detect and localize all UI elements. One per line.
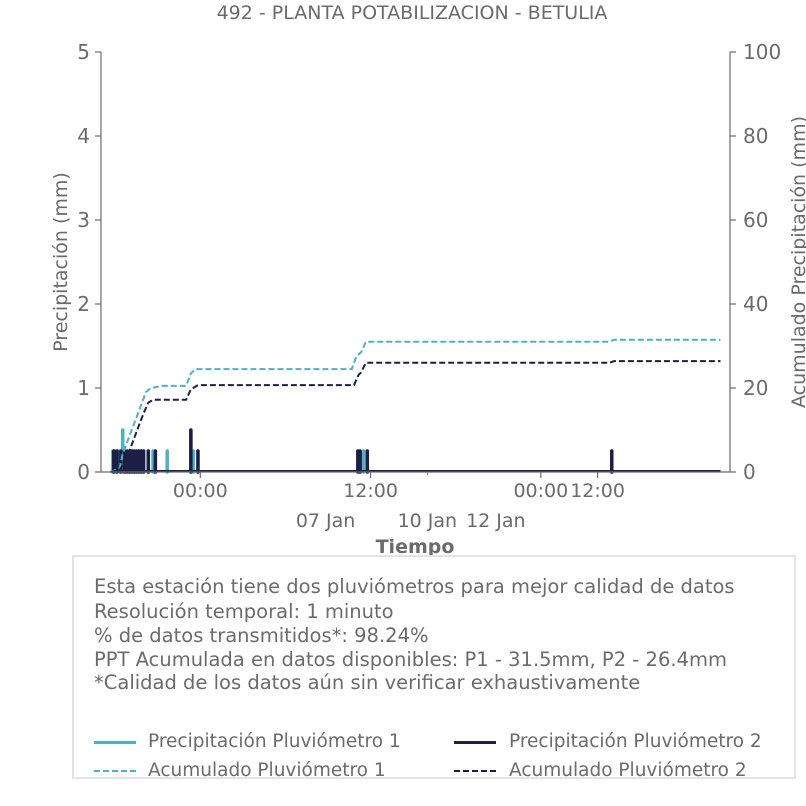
- y-right-tick-label: 100: [743, 40, 781, 64]
- info-line: % de datos transmitidos*: 98.24%: [94, 624, 429, 647]
- info-line: *Calidad de los datos aún sin verificar …: [94, 671, 641, 694]
- x-tick-label: 12:00: [343, 480, 398, 502]
- info-line: Resolución temporal: 1 minuto: [94, 600, 394, 623]
- legend-item-acum-p2: Acumulado Pluviómetro 2: [509, 760, 747, 781]
- info-line: Esta estación tiene dos pluviómetros par…: [94, 575, 735, 598]
- x-axis-label: Tiempo: [376, 536, 455, 556]
- y-left-tick-label: 5: [77, 40, 90, 64]
- y-right-tick-label: 0: [743, 460, 756, 484]
- legend-swatch-acum-p1: [94, 770, 136, 772]
- y-left-tick-label: 3: [77, 208, 90, 232]
- cumulative-line: [110, 338, 721, 473]
- y-left-tick-label: 2: [77, 292, 90, 316]
- y-right-tick-label: 40: [743, 292, 768, 316]
- legend-swatch-acum-p2: [454, 770, 496, 772]
- legend-swatch-p2: [454, 741, 496, 744]
- x-tick-label: 00:00: [173, 480, 228, 502]
- y-right-tick-label: 60: [743, 208, 768, 232]
- y-left-tick-label: 4: [77, 124, 90, 148]
- y-left-tick-label: 0: [77, 460, 90, 484]
- left-ticks: 0 1 2 3 4 5: [77, 40, 101, 484]
- y-axis-left-label: Precipitación (mm): [50, 172, 72, 352]
- legend-swatch-p1: [94, 741, 136, 744]
- cumulative-line: [110, 360, 721, 473]
- y-left-tick-label: 1: [77, 376, 90, 400]
- info-line: PPT Acumulada en datos disponibles: P1 -…: [94, 648, 727, 671]
- legend-item-acum-p1: Acumulado Pluviómetro 1: [148, 760, 386, 781]
- y-axis-right-label: Acumulado Precipitación (mm): [788, 116, 806, 408]
- x-tick-label: 00:00: [513, 480, 568, 502]
- right-ticks: 0 20 40 60 80 100: [730, 40, 781, 484]
- bars-layer: [111, 428, 721, 474]
- y-right-tick-label: 80: [743, 124, 768, 148]
- x-tick-label: 12:00: [570, 480, 625, 502]
- legend-item-precip-p2: Precipitación Pluviómetro 2: [509, 731, 762, 752]
- chart-title: 492 - PLANTA POTABILIZACION - BETULIA: [216, 2, 608, 24]
- x-date-label: 10 Jan: [398, 510, 458, 532]
- x-date-label: 12 Jan: [466, 510, 526, 532]
- y-right-tick-label: 20: [743, 376, 768, 400]
- info-box: Esta estación tiene dos pluviómetros par…: [72, 555, 796, 781]
- legend-item-precip-p1: Precipitación Pluviómetro 1: [148, 731, 401, 752]
- x-date-label: 07 Jan: [296, 510, 356, 532]
- lines-layer: [110, 338, 721, 473]
